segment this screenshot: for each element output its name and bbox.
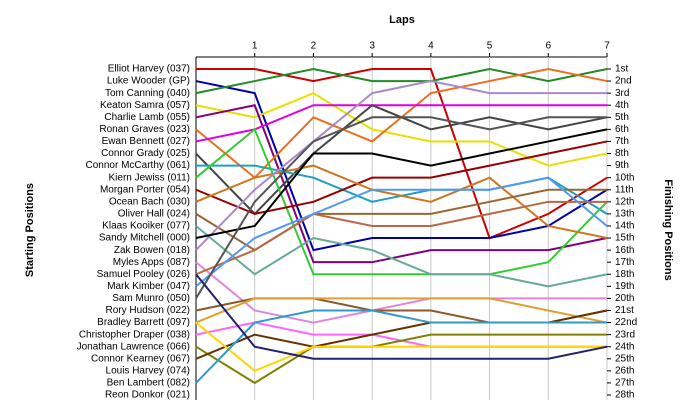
finish-label: 22nd [615,317,637,328]
position-line [195,261,607,324]
position-line [195,297,608,324]
right-axis-title: Finishing Positions [662,179,674,280]
x-tick-label: 4 [428,41,434,52]
position-line [195,92,608,167]
finish-label: 4th [615,100,629,111]
position-line [195,104,607,143]
finish-label: 28th [615,390,634,401]
start-label: Samuel Pooley (026) [97,269,190,280]
start-label: Sandy Mitchell (000) [99,233,190,244]
left-axis-title: Starting Positions [24,183,36,277]
finish-label: 9th [615,160,629,171]
finish-label: 10th [615,172,634,183]
start-label: Reon Donkor (021) [105,390,190,401]
position-line [195,273,608,360]
start-label: Tom Canning (040) [105,88,190,99]
position-line [195,104,608,264]
finish-label: 18th [615,269,634,280]
start-label: Charlie Lamb (055) [104,112,190,123]
start-label: Zak Bowen (018) [114,245,190,256]
finish-label: 15th [615,233,634,244]
finish-label: 7th [615,136,629,147]
position-line [195,80,608,252]
start-label: Klaas Kooiker (077) [102,221,190,232]
start-label: Jonathan Lawrence (066) [77,341,190,352]
finish-label: 5th [615,112,629,123]
finish-label: 20th [615,293,634,304]
position-line [195,200,607,276]
x-tick-label: 2 [311,41,317,52]
finish-label: 19th [615,281,634,292]
start-label: Christopher Draper (038) [79,329,190,340]
x-tick-label: 5 [487,41,493,52]
start-label: Mark Kimber (047) [107,281,190,292]
chart-title: Laps [389,14,415,26]
start-label: Ronan Graves (023) [99,124,190,135]
start-label: Oliver Hall (024) [118,209,190,220]
start-label: Bradley Barrett (097) [97,317,190,328]
finish-label: 26th [615,365,634,376]
position-line [195,128,608,240]
x-tick-label: 1 [252,41,258,52]
finish-label: 1st [615,64,629,75]
start-label: Connor McCarthy (061) [86,160,190,171]
position-line [195,116,607,299]
start-label: Ewan Bennett (027) [102,136,190,147]
finish-label: 17th [615,257,634,268]
position-line [195,140,608,215]
position-line [195,321,607,373]
finish-label: 23rd [615,329,635,340]
start-label: Keaton Samra (057) [100,100,190,111]
x-tick-label: 3 [369,41,375,52]
position-line [195,67,608,180]
finish-label: 16th [615,245,634,256]
start-label: Connor Grady (025) [101,148,190,159]
finish-label: 8th [615,148,629,159]
finish-label: 21st [615,305,634,316]
finish-label: 2nd [615,76,632,87]
finish-label: 13th [615,209,634,220]
finish-label: 12th [615,196,634,207]
start-label: Elliot Harvey (037) [108,64,190,75]
start-label: Myles Apps (087) [113,257,190,268]
finish-label: 11th [615,184,634,195]
start-label: Ocean Bach (030) [109,196,190,207]
finish-label: 14th [615,221,634,232]
position-line [195,127,608,276]
position-line [195,164,608,240]
start-label: Kiern Jewiss (011) [108,172,190,183]
finish-label: 3rd [615,88,629,99]
finish-label: 6th [615,124,629,135]
finish-label: 27th [615,378,634,389]
finish-label: 25th [615,353,634,364]
start-label: Rory Hudson (022) [106,305,190,316]
start-label: Luke Wooder (GP) [107,76,190,87]
x-tick-label: 6 [546,41,552,52]
position-line [195,176,608,288]
start-label: Morgan Porter (054) [100,184,190,195]
start-label: Sam Munro (050) [112,293,190,304]
start-label: Ben Lambert (082) [107,378,190,389]
finish-label: 24th [615,341,634,352]
position-line [195,67,608,95]
start-label: Louis Harvey (074) [106,365,190,376]
position-line [195,80,607,251]
position-line [195,309,607,384]
x-tick-label: 7 [604,41,610,52]
position-line [195,225,608,288]
start-label: Connor Kearney (067) [91,353,190,364]
position-line [195,333,607,385]
